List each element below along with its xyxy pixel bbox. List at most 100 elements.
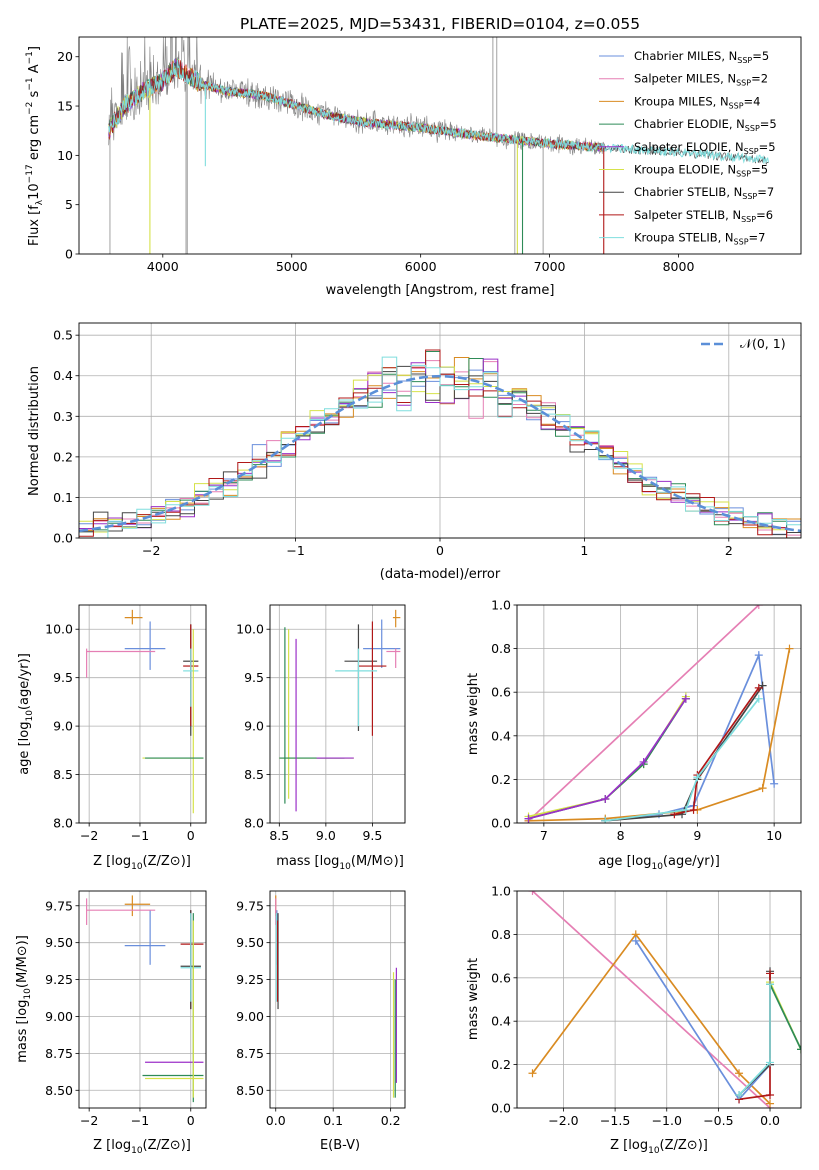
weight-vs-age-point-chabrier-miles [754, 651, 763, 660]
weight-vs-metallicity-point-chabrier-miles [631, 936, 640, 945]
spectrum-ylabel-part: −2 [25, 102, 35, 115]
residuals-hist-salpeter-stelib [79, 349, 801, 538]
age-vs-metallicity-ytick-label: 9.0 [53, 719, 73, 734]
weight-vs-metallicity-point-kroupa-stelib [735, 1090, 744, 1099]
weight-vs-age-xlabel-part: log [632, 854, 652, 869]
eb2-kroupa-elodie [279, 629, 354, 799]
spectrum-legend-label: Kroupa STELIB, NSSP=7 [634, 231, 765, 247]
residuals-ytick-label: 0.0 [53, 531, 73, 546]
residuals-xtick-label: −2 [142, 543, 160, 558]
spectrum-ylabel-part: −17 [25, 164, 35, 183]
age-vs-metallicity-xtick-label: 0 [187, 828, 195, 843]
weight-vs-metallicity-point-chabrier-elodie [797, 1045, 801, 1054]
weight-vs-age-line-salpeter-miles [527, 605, 760, 822]
weight-vs-age-ytick-label: 0.8 [491, 641, 511, 656]
spectrum-xlabel: wavelength [Angstrom, rest frame] [326, 283, 555, 298]
age-vs-mass-xlabel-part: log [320, 854, 340, 869]
spectrum-xtick-label: 6000 [405, 259, 437, 274]
weight-vs-age-point-salpeter-miles [754, 605, 763, 609]
weight-vs-metallicity-point-kroupa-miles [735, 1069, 744, 1078]
mass-vs-metallicity-xlabel: Z [log10(Z/Z⊙)] [93, 1138, 191, 1156]
spectrum-ylabel: Flux [fλ10−17 erg cm−2 s−1 A−1] [25, 46, 45, 246]
mass-vs-metallicity-xlabel-part: (Z/Z⊙)] [143, 1138, 191, 1153]
mass-vs-metallicity-xtick-label: −2 [80, 1113, 98, 1128]
spectrum-ytick-label: 15 [57, 99, 73, 114]
legend-sub: SSP [736, 170, 751, 179]
legend-tail: =5 [759, 140, 776, 154]
weight-vs-metallicity-ytick-label: 0.4 [491, 1014, 511, 1029]
spectrum-ylabel-part: −1 [25, 51, 35, 64]
mass-vs-extinction-ytick-label: 9.75 [236, 898, 264, 913]
age-vs-metallicity-axes: −2 −1 08.08.59.09.510.0Z [log10(Z/Z⊙)]age … [17, 604, 207, 872]
spectrum-legend-label: Chabrier STELIB, NSSP=7 [634, 185, 774, 201]
eb-chabrier-miles [124, 621, 166, 670]
weight-vs-metallicity-ylabel: mass weight [466, 958, 481, 1040]
age-vs-metallicity-xlabel: Z [log10(Z/Z⊙)] [93, 854, 191, 872]
age-vs-mass-ytick-label: 9.0 [244, 719, 264, 734]
weight-vs-age-point-kroupa-stelib [693, 773, 702, 782]
age-vs-metallicity-ytick-label: 8.0 [53, 816, 73, 831]
legend-main: Kroupa MILES, N [634, 94, 729, 108]
weight-vs-metallicity-line-chabrier-miles [635, 940, 771, 1101]
weight-vs-age-xlabel-part: (age/yr)] [663, 854, 720, 869]
spectrum-ytick-label: 10 [57, 148, 73, 163]
mass-vs-extinction-ytick-label: 8.75 [236, 1046, 264, 1061]
spectrum-ylabel-part: Flux [f [27, 205, 42, 246]
mass-vs-metallicity-ytick-label: 9.75 [45, 898, 73, 913]
age-vs-mass-ytick-label: 8.0 [244, 816, 264, 831]
eb3-salpeter-stelib [180, 910, 204, 1010]
weight-vs-age-point-salpeter-stelib [689, 805, 698, 814]
spectrum-legend-label: Salpeter ELODIE, NSSP=5 [634, 140, 776, 156]
mass-vs-extinction-ytick-label: 8.50 [236, 1083, 264, 1098]
age-vs-mass-xtick-label: 8.5 [269, 828, 289, 843]
weight-vs-metallicity-xlabel-part: 10 [648, 1146, 660, 1156]
mass-vs-metallicity-frame [78, 890, 207, 1109]
mass-vs-metallicity-xlabel-part: log [111, 1138, 131, 1153]
weight-vs-metallicity-point-kroupa-stelib [766, 1058, 775, 1067]
eb3-kroupa-miles [124, 895, 151, 917]
residuals-hist-chabrier-stelib [79, 365, 801, 536]
weight-vs-metallicity-point-kroupa-miles [766, 1099, 775, 1108]
eb3-salpeter-miles [86, 898, 156, 925]
eb2-kroupa-stelib [335, 648, 378, 727]
mass-vs-extinction-xlabel: E(B-V) [320, 1138, 360, 1153]
mass-vs-extinction-xtick-label: 0.2 [381, 1113, 401, 1128]
weight-vs-age-point-salpeter-elodie [524, 814, 533, 823]
weight-vs-age-axis: 7 8 9 10 0.0 0.2 0.4 0.6 0.8 1.0 [491, 598, 802, 843]
weight-vs-age-ytick-label: 0.0 [491, 816, 511, 831]
weight-vs-metallicity-frame [516, 890, 802, 1109]
mass-vs-extinction-axes: 0.0 0.1 0.2 8.50 8.75 9.00 9.25 9.50 9.75 E(B-V) [236, 890, 406, 1153]
legend-sub: SSP [729, 101, 744, 110]
legend-tail: =4 [744, 94, 761, 108]
weight-vs-metallicity-point-kroupa-stelib [766, 980, 775, 989]
weight-vs-age-point-kroupa-miles [758, 784, 767, 793]
legend-sub: SSP [744, 147, 759, 156]
eb2-salpeter-elodie [295, 638, 354, 812]
mass-vs-extinction-axis: 0.0 0.1 0.2 8.50 8.75 9.00 9.25 9.50 9.75 [236, 890, 406, 1128]
mass-vs-extinction-grid [270, 891, 405, 1108]
age-vs-mass-axis: 8.5 9.0 9.5 8.0 8.5 9.0 9.5 10.0 [236, 604, 406, 843]
weight-vs-age-point-kroupa-stelib [681, 805, 690, 814]
legend-sub: SSP [745, 124, 760, 133]
legend-tail: =6 [756, 208, 773, 222]
weight-vs-metallicity-point-salpeter-stelib [766, 969, 775, 978]
age-vs-mass-ytick-label: 9.5 [244, 670, 264, 685]
age-vs-mass-xlabel: mass [log10(M/M⊙)] [276, 854, 404, 872]
age-vs-metallicity-xlabel-part: Z [ [93, 854, 111, 869]
weight-vs-age-line-chabrier-stelib [605, 685, 764, 822]
weight-vs-metallicity-xlabel-part: log [628, 1138, 648, 1153]
mass-vs-extinction-xtick-label: 0.1 [323, 1113, 343, 1128]
weight-vs-age-ytick-label: 0.6 [491, 685, 511, 700]
weight-vs-age-line-kroupa-stelib [605, 698, 760, 822]
age-vs-mass-xlabel-part: 10 [339, 862, 351, 872]
legend-main: Chabrier MILES, N [634, 49, 737, 63]
weight-vs-metallicity-point-salpeter-stelib [766, 1090, 775, 1099]
weight-vs-age-point-kroupa-miles [785, 644, 794, 653]
spectrum-legend-label: Kroupa MILES, NSSP=4 [634, 94, 760, 110]
mass-vs-extinction-ytick-label: 9.00 [236, 1009, 264, 1024]
weight-vs-metallicity-point-kroupa-miles [528, 1069, 537, 1078]
residuals-legend-label: 𝒩(0, 1) [740, 336, 786, 351]
age-vs-mass-plot-area [279, 609, 401, 812]
eb-kroupa-miles [124, 609, 143, 625]
